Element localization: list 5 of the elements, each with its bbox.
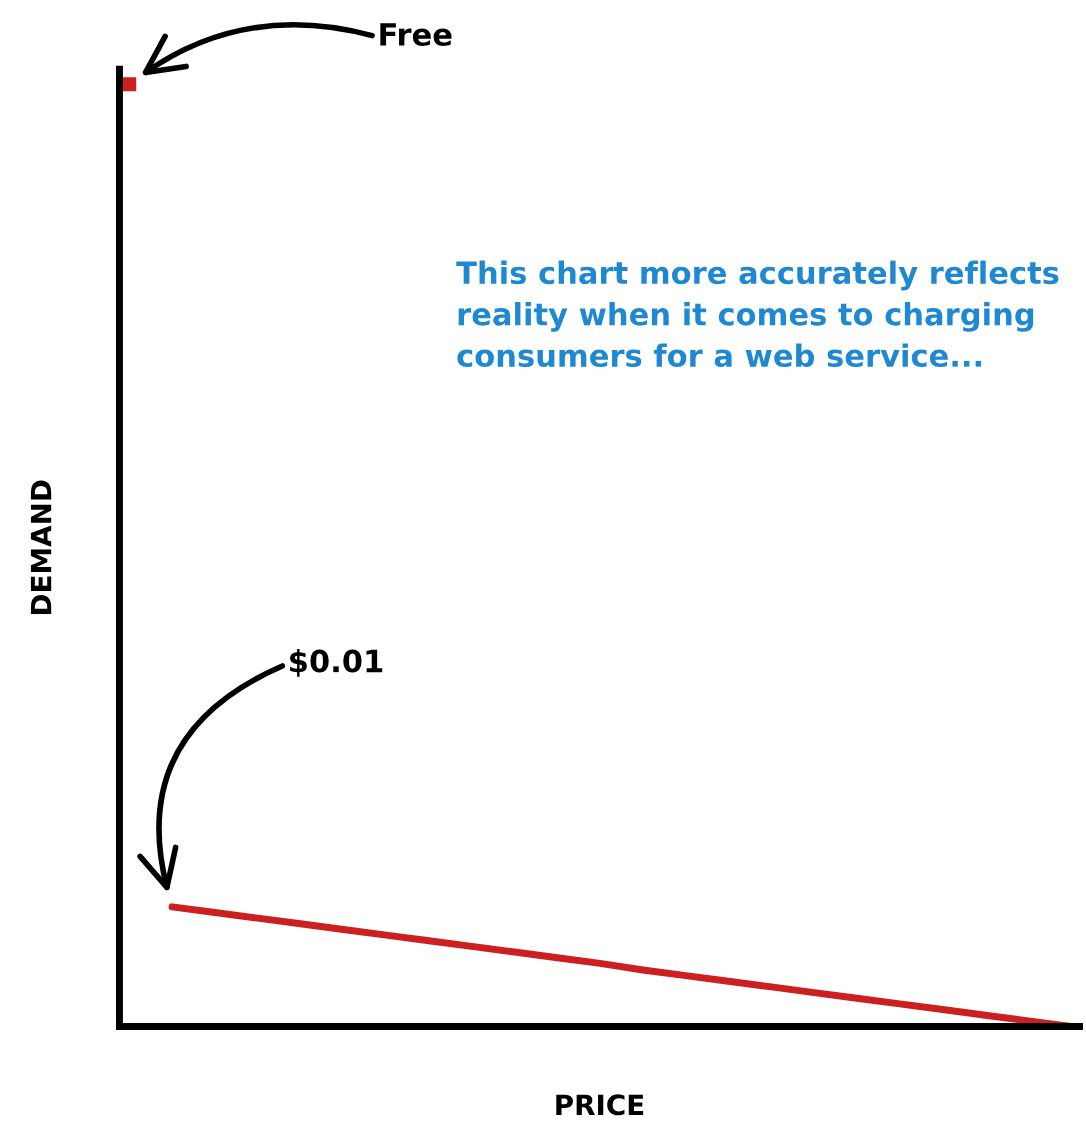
- annotation: $0.01: [290, 648, 383, 677]
- x-axis-title: PRICE: [556, 1094, 644, 1116]
- annotation: This chart more accurately reflects reality when it comes to charging consumers for a web service...: [456, 260, 1059, 368]
- y-axis-title: DEMAND: [30, 480, 52, 614]
- text: Free: [380, 23, 452, 46]
